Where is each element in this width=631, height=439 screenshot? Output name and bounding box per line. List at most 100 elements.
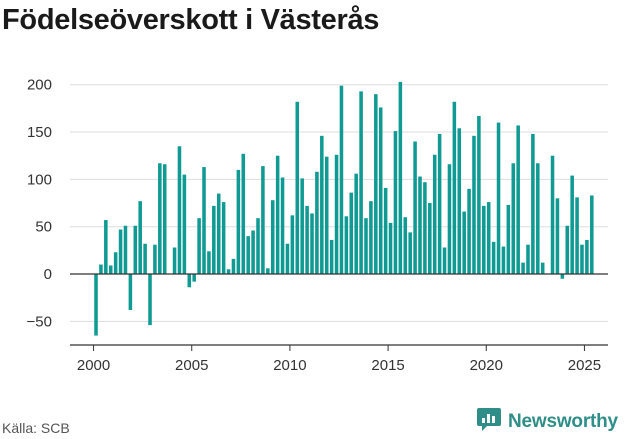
bar — [143, 243, 147, 275]
bars — [94, 81, 594, 336]
bar — [329, 239, 334, 275]
bar — [369, 201, 373, 275]
bar — [221, 202, 226, 275]
bar — [266, 268, 270, 275]
bar — [506, 204, 511, 275]
bar — [212, 205, 216, 275]
newsworthy-chart-icon — [476, 406, 502, 437]
bar — [413, 141, 417, 275]
bar — [216, 193, 221, 275]
bar — [261, 166, 265, 275]
bar — [94, 274, 98, 336]
y-tick-label: 200 — [27, 77, 52, 94]
bar — [305, 205, 309, 275]
bar — [462, 211, 466, 275]
bar — [486, 202, 491, 275]
bar — [482, 205, 486, 275]
x-tick-label: 2015 — [371, 357, 404, 374]
tick-labels: 200 150 100 50 0 −50 2000 2005 2010 2015 2020 2025 — [27, 77, 602, 374]
bar — [491, 241, 496, 275]
bar — [408, 232, 412, 275]
bar — [540, 262, 545, 275]
bar — [516, 125, 520, 275]
bar — [560, 274, 565, 279]
bar — [374, 94, 378, 275]
bar — [442, 247, 447, 275]
bar — [339, 85, 344, 275]
bar — [467, 188, 471, 275]
bar — [393, 131, 398, 275]
y-tick-label: 0 — [44, 266, 52, 283]
bar — [423, 182, 427, 275]
x-tick-label: 2005 — [175, 357, 208, 374]
bar — [172, 247, 177, 275]
bar — [290, 215, 295, 275]
x-tick-label: 2010 — [273, 357, 306, 374]
bar — [108, 265, 113, 275]
bar — [437, 133, 442, 275]
bar — [511, 163, 516, 275]
bar — [320, 135, 324, 275]
bar — [280, 177, 285, 275]
bar — [452, 101, 457, 275]
bar — [128, 274, 133, 310]
bar — [531, 133, 535, 275]
bar — [403, 217, 408, 275]
bar — [580, 244, 584, 275]
bar — [275, 155, 280, 275]
y-tick-label: 150 — [27, 124, 52, 141]
bar — [177, 146, 182, 275]
bar — [418, 176, 422, 275]
bar — [501, 246, 506, 275]
bar — [162, 164, 167, 275]
bar — [432, 154, 437, 275]
bar — [536, 163, 540, 275]
bar — [354, 173, 358, 275]
bar — [472, 135, 476, 275]
bar — [182, 174, 187, 275]
bar — [197, 218, 201, 275]
bar — [118, 229, 123, 275]
bar — [123, 225, 128, 275]
bar — [344, 216, 349, 275]
bar — [575, 197, 579, 275]
bar — [138, 201, 142, 275]
bar — [383, 187, 388, 275]
bar — [359, 91, 363, 275]
bar — [300, 178, 304, 275]
bar — [246, 236, 250, 275]
brand-name: Newsworthy — [508, 410, 618, 432]
bar — [295, 101, 300, 275]
bar — [236, 169, 241, 275]
bar — [398, 81, 403, 275]
bar — [256, 218, 260, 275]
bar — [565, 225, 570, 275]
bar — [153, 244, 157, 275]
bar — [349, 192, 354, 275]
bar — [550, 155, 555, 275]
bar — [241, 153, 246, 275]
x-tick-label: 2000 — [77, 357, 110, 374]
y-tick-label: −50 — [27, 313, 52, 330]
bar — [555, 198, 560, 275]
bar — [496, 122, 501, 275]
bar — [570, 175, 574, 275]
bar — [457, 128, 462, 275]
bar — [192, 274, 196, 282]
x-tick-label: 2020 — [470, 357, 503, 374]
bar — [334, 154, 339, 275]
y-tick-label: 50 — [35, 219, 52, 236]
bar — [447, 164, 452, 275]
bar — [364, 218, 368, 275]
brand-logo: Newsworthy — [476, 406, 618, 437]
bar — [477, 115, 481, 275]
bar — [187, 274, 192, 288]
chart-title: Födelseöverskott i Västerås — [2, 4, 380, 36]
bar — [251, 230, 255, 275]
bar — [148, 274, 152, 326]
bar — [104, 220, 108, 275]
bar — [378, 107, 383, 275]
bar-chart: 200 150 100 50 0 −50 2000 2005 2010 2015 2020 2025 — [27, 77, 608, 374]
bar — [133, 225, 138, 275]
bar — [99, 264, 103, 275]
